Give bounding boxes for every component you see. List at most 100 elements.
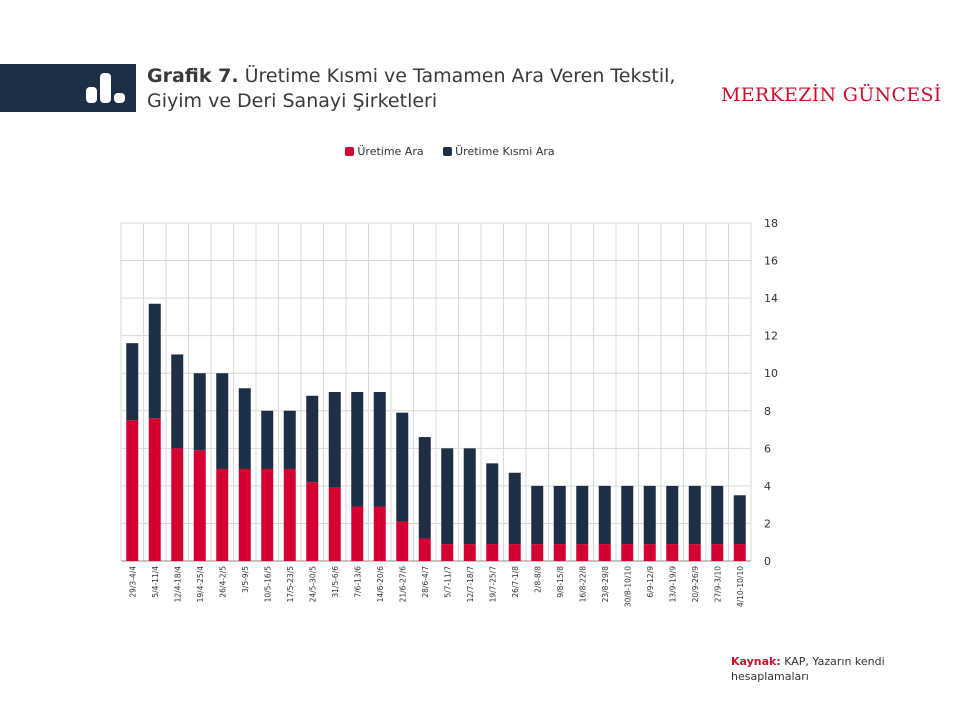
- x-tick-label: 27/9-3/10: [713, 566, 722, 603]
- x-tick-label: 4/10-10/10: [736, 566, 745, 607]
- bar-uretime-kismi-ara: [418, 437, 431, 539]
- y-tick-label: 0: [764, 555, 771, 568]
- y-tick-label: 8: [764, 405, 771, 418]
- x-tick-label: 9/8-15/8: [556, 566, 565, 598]
- bar-uretime-ara: [148, 418, 161, 561]
- bar-uretime-kismi-ara: [441, 448, 454, 545]
- bar-uretime-ara: [621, 544, 634, 561]
- bar-uretime-kismi-ara: [531, 485, 544, 545]
- x-tick-label: 16/8-22/8: [578, 566, 587, 603]
- bar-uretime-kismi-ara: [306, 395, 319, 483]
- bar-uretime-kismi-ara: [283, 410, 296, 469]
- y-tick-label: 4: [764, 480, 771, 493]
- legend-item-uretime-ara: Üretime Ara: [345, 145, 424, 158]
- y-tick-label: 14: [764, 292, 778, 305]
- x-tick-label: 24/5-30/5: [308, 566, 317, 603]
- y-tick-label: 6: [764, 442, 771, 455]
- x-tick-label: 10/5-16/5: [263, 566, 272, 603]
- y-tick-label: 16: [764, 255, 778, 268]
- bar-uretime-ara: [193, 450, 206, 561]
- bar-uretime-ara: [126, 420, 139, 561]
- bar-uretime-ara: [351, 506, 364, 561]
- bar-uretime-kismi-ara: [576, 485, 589, 545]
- x-tick-label: 26/4-2/5: [218, 566, 227, 598]
- bar-uretime-ara: [486, 544, 499, 561]
- source-note: Kaynak: KAP, Yazarın kendi hesaplamaları: [731, 654, 911, 684]
- bar-uretime-ara: [688, 544, 701, 561]
- bar-uretime-ara: [733, 544, 746, 561]
- brand-logo: MERKEZİN GÜNCESİ: [721, 84, 942, 106]
- bar-uretime-kismi-ara: [373, 392, 386, 507]
- legend-item-uretime-kismi-ara: Üretime Kısmi Ara: [443, 145, 555, 158]
- bar-chart-icon: [86, 73, 125, 103]
- x-tick-label: 13/9-19/9: [668, 566, 677, 603]
- chart-title: Grafik 7. Üretime Kısmi ve Tamamen Ara V…: [147, 64, 707, 114]
- y-tick-label: 12: [764, 330, 778, 343]
- bar-uretime-kismi-ara: [193, 373, 206, 451]
- bar-uretime-ara: [261, 468, 274, 561]
- bar-uretime-kismi-ara: [643, 485, 656, 545]
- bar-uretime-ara: [598, 544, 611, 561]
- x-tick-label: 5/4-11/4: [151, 566, 160, 598]
- x-tick-label: 12/4-18/4: [173, 566, 182, 603]
- legend-label: Üretime Ara: [357, 145, 424, 158]
- bar-uretime-kismi-ara: [171, 354, 184, 449]
- x-tick-label: 5/7-11/7: [443, 566, 452, 598]
- bar-uretime-ara: [373, 506, 386, 561]
- x-tick-label: 31/5-6/6: [331, 566, 340, 598]
- bar-uretime-kismi-ara: [216, 373, 229, 469]
- bar-uretime-kismi-ara: [508, 472, 521, 545]
- bar-uretime-kismi-ara: [148, 303, 161, 419]
- x-tick-label: 2/8-8/8: [533, 566, 542, 593]
- bar-uretime-ara: [711, 544, 724, 561]
- y-tick-label: 10: [764, 367, 778, 380]
- source-label: Kaynak:: [731, 655, 781, 668]
- bar-uretime-kismi-ara: [126, 343, 139, 421]
- bar-uretime-ara: [576, 544, 589, 561]
- bar-uretime-kismi-ara: [261, 410, 274, 469]
- x-tick-label: 3/5-9/5: [241, 566, 250, 593]
- x-tick-label: 26/7-1/8: [511, 566, 520, 598]
- x-tick-label: 20/9-26/9: [691, 566, 700, 603]
- x-tick-label: 23/8-29/8: [601, 566, 610, 603]
- y-tick-label: 18: [764, 217, 778, 230]
- x-tick-label: 17/5-23/5: [286, 566, 295, 603]
- bar-uretime-ara: [216, 468, 229, 561]
- x-tick-label: 7/6-13/6: [353, 566, 362, 598]
- bar-uretime-kismi-ara: [238, 388, 251, 469]
- bar-uretime-ara: [283, 468, 296, 561]
- bar-uretime-kismi-ara: [666, 485, 679, 545]
- bar-uretime-ara: [643, 544, 656, 561]
- bar-uretime-kismi-ara: [463, 448, 476, 545]
- bar-uretime-kismi-ara: [328, 392, 341, 488]
- bar-uretime-kismi-ara: [553, 485, 566, 545]
- bar-uretime-ara: [328, 487, 341, 561]
- title-prefix: Grafik 7.: [147, 65, 239, 87]
- header-band: [0, 64, 136, 112]
- bar-uretime-ara: [171, 448, 184, 561]
- x-tick-label: 21/6-27/6: [398, 566, 407, 603]
- bar-uretime-kismi-ara: [688, 485, 701, 545]
- legend: Üretime Ara Üretime Kısmi Ara: [0, 145, 900, 158]
- bar-uretime-kismi-ara: [621, 485, 634, 545]
- bar-uretime-ara: [441, 544, 454, 561]
- bar-uretime-ara: [418, 538, 431, 561]
- y-tick-label: 2: [764, 517, 771, 530]
- bar-uretime-kismi-ara: [711, 485, 724, 545]
- bar-uretime-kismi-ara: [396, 412, 409, 522]
- legend-label: Üretime Kısmi Ara: [455, 145, 555, 158]
- x-tick-label: 29/3-4/4: [128, 566, 137, 598]
- bar-uretime-kismi-ara: [486, 463, 499, 545]
- bar-uretime-kismi-ara: [733, 495, 746, 545]
- x-tick-label: 14/6-20/6: [376, 566, 385, 603]
- bar-uretime-ara: [666, 544, 679, 561]
- bar-uretime-ara: [531, 544, 544, 561]
- x-tick-label: 12/7-18/7: [466, 566, 475, 603]
- bar-uretime-ara: [238, 468, 251, 561]
- title-text: Üretime Kısmi ve Tamamen Ara Veren Tekst…: [147, 65, 676, 112]
- bar-uretime-ara: [553, 544, 566, 561]
- x-tick-label: 30/8-10/10: [623, 566, 632, 607]
- legend-swatch: [345, 147, 355, 156]
- source-text: KAP, Yazarın kendi hesaplamaları: [731, 655, 885, 683]
